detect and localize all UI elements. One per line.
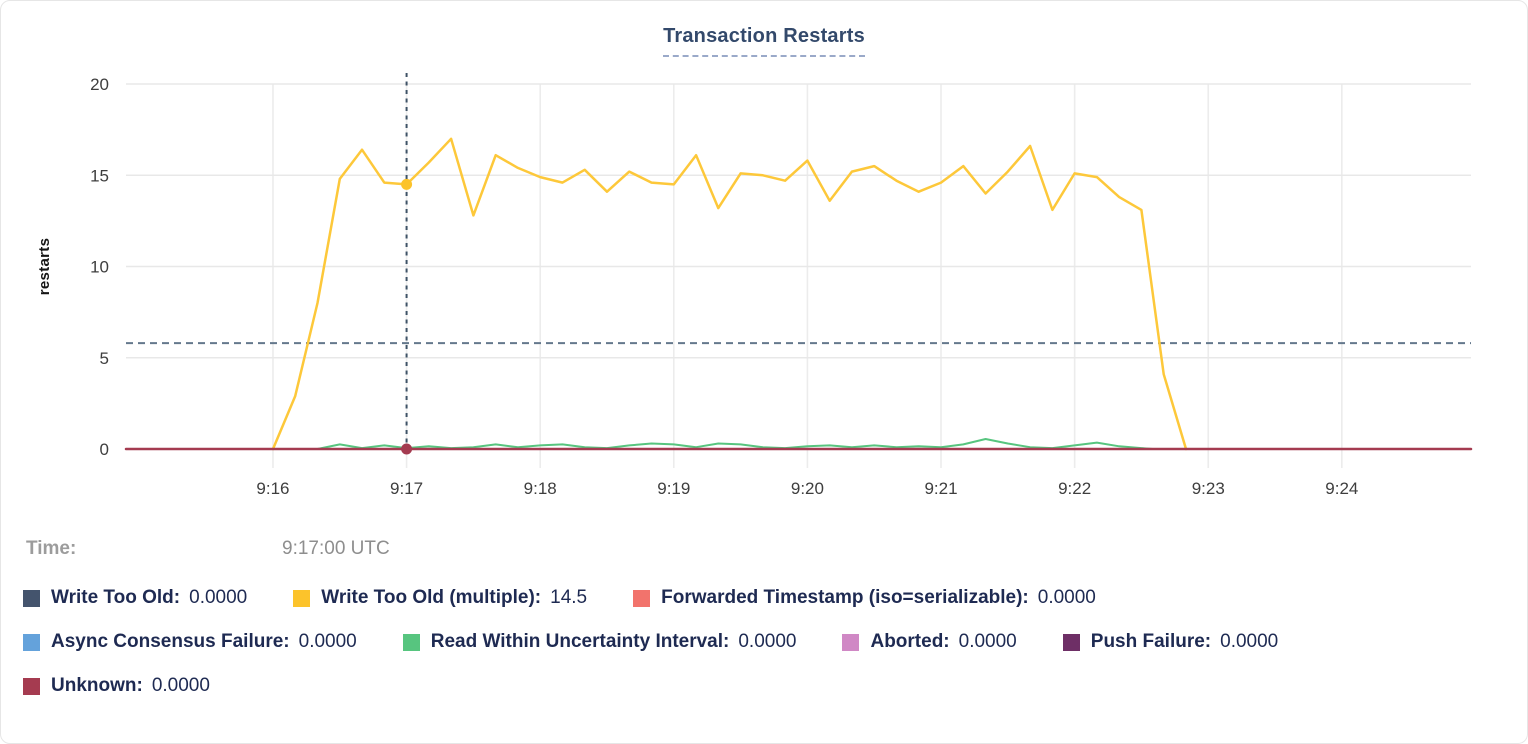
x-tick-label: 9:19 [657, 479, 690, 498]
legend-value: 0.0000 [1037, 587, 1096, 608]
legend-value: 0.0000 [189, 587, 248, 608]
legend-label: Aborted: [870, 631, 950, 652]
legend-swatch [842, 633, 860, 651]
legend-item: Push Failure: 0.0000 [1062, 631, 1279, 653]
legend-label: Push Failure: [1090, 631, 1212, 652]
y-tick-label: 10 [90, 258, 109, 277]
legend-item: Write Too Old: 0.0000 [23, 587, 247, 609]
chart-title-wrap: Transaction Restarts [1, 25, 1527, 57]
legend-label: Write Too Old (multiple): [321, 587, 542, 608]
legend-swatch [23, 677, 40, 695]
chart[interactable]: 9:16 9:17 9:18 9:19 9:20 9:21 9:22 9:23 9:24 0 5 10… [1, 1, 1528, 516]
legend-item: Async Consensus Failure: 0.0000 [23, 631, 357, 653]
x-tick-label: 9:20 [791, 479, 824, 498]
y-tick-label: 0 [100, 440, 109, 459]
legend-value: 0.0000 [151, 675, 210, 696]
x-tick-label: 9:21 [924, 479, 957, 498]
x-tick-label: 9:24 [1325, 479, 1358, 498]
legend-value: 14.5 [550, 587, 588, 608]
legend-row: Write Too Old: 0.0000 Write Too Old (multi… [23, 587, 1278, 609]
legend-row: Async Consensus Failure: 0.0000 Read Withi… [23, 631, 1278, 653]
legend-item: Unknown: 0.0000 [23, 675, 210, 697]
legend-item: Aborted: 0.0000 [842, 631, 1017, 653]
chart-legend: Write Too Old: 0.0000 Write Too Old (multi… [23, 587, 1278, 697]
x-tick-label: 9:23 [1192, 479, 1225, 498]
legend-value: 0.0000 [1220, 631, 1279, 652]
legend-row: Unknown: 0.0000 [23, 675, 1278, 697]
legend-item: Read Within Uncertainty Interval: 0.0000 [402, 631, 797, 653]
chart-svg[interactable]: 9:16 9:17 9:18 9:19 9:20 9:21 9:22 9:23 9:24 0 5 10… [1, 1, 1528, 516]
legend-label: Read Within Uncertainty Interval: [430, 631, 730, 652]
legend-label: Unknown: [51, 675, 143, 696]
legend-swatch [23, 589, 40, 607]
legend-label: Write Too Old: [51, 587, 181, 608]
legend-value: 0.0000 [958, 631, 1017, 652]
legend-swatch [293, 589, 311, 607]
chart-title: Transaction Restarts [663, 25, 865, 57]
legend-label: Async Consensus Failure: [51, 631, 290, 652]
hover-time-value: 9:17:00 UTC [282, 538, 390, 559]
hover-time-readout: Time: 9:17:00 UTC [26, 538, 390, 560]
series-line [316, 438, 1154, 450]
x-tick-label: 9:18 [524, 479, 557, 498]
hover-marker [401, 178, 413, 190]
legend-label: Forwarded Timestamp (iso=serializable): [661, 587, 1029, 608]
series-line [271, 137, 1188, 451]
x-tick-label: 9:17 [390, 479, 423, 498]
y-tick-label: 15 [90, 166, 109, 185]
y-tick-label: 5 [100, 349, 109, 368]
x-tick-label: 9:16 [256, 479, 289, 498]
legend-swatch [23, 633, 40, 651]
legend-item: Write Too Old (multiple): 14.5 [293, 587, 587, 609]
hover-marker [401, 443, 413, 455]
legend-swatch [1062, 633, 1080, 651]
legend-value: 0.0000 [738, 631, 797, 652]
x-tick-label: 9:22 [1058, 479, 1091, 498]
legend-swatch [633, 589, 651, 607]
legend-item: Forwarded Timestamp (iso=serializable): 0… [633, 587, 1096, 609]
y-axis-label: restarts [36, 238, 53, 295]
y-tick-label: 20 [90, 75, 109, 94]
legend-value: 0.0000 [298, 631, 357, 652]
hover-time-label: Time: [26, 538, 77, 559]
legend-swatch [402, 633, 420, 651]
